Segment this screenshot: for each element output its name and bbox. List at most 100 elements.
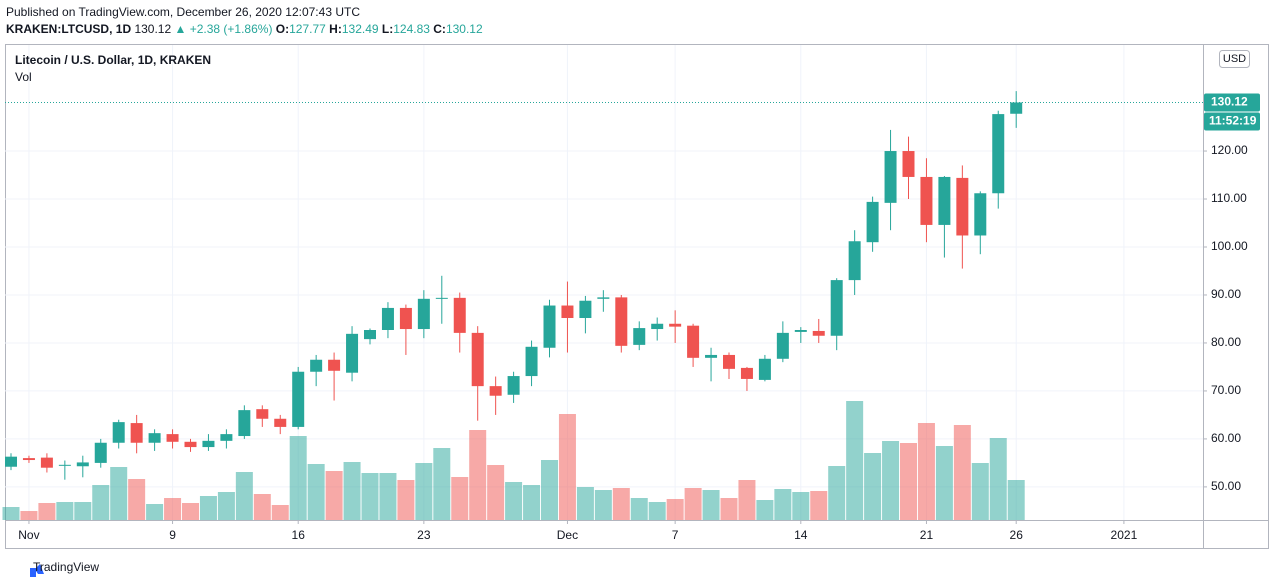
volume-bar	[917, 423, 935, 520]
candle-body	[399, 307, 412, 330]
volume-bar	[971, 463, 989, 520]
volume-bar	[1007, 480, 1025, 520]
x-tick-label: 21	[920, 528, 934, 542]
candle-body	[166, 434, 179, 442]
candle-body	[740, 367, 753, 379]
volume-bar	[792, 492, 810, 520]
candle-body	[435, 297, 448, 299]
symbol-line: KRAKEN:LTCUSD, 1D 130.12 ▲ +2.38 (+1.86%…	[6, 22, 483, 36]
close-value: 130.12	[445, 22, 483, 36]
volume-bar	[738, 480, 756, 520]
y-tick-label: 90.00	[1211, 287, 1241, 301]
candle-body	[94, 442, 107, 463]
candle-body	[669, 323, 682, 327]
currency-box[interactable]	[1219, 50, 1250, 68]
volume-bar	[684, 488, 702, 520]
volume-bar	[433, 448, 451, 520]
candle-body	[202, 440, 215, 448]
currency[interactable]: USD	[1223, 53, 1246, 65]
candle-body	[525, 346, 538, 377]
candle-body	[579, 300, 592, 319]
candle-body	[992, 114, 1005, 194]
candles	[5, 91, 1023, 480]
candle-body	[130, 423, 143, 443]
candle-body	[76, 462, 89, 467]
volume-bar	[128, 479, 146, 520]
volume-bar	[612, 488, 630, 520]
last-price-box	[1204, 93, 1260, 112]
volume-bar	[774, 489, 792, 520]
x-tick-label: Dec	[557, 528, 578, 542]
candle-body	[651, 323, 664, 330]
candle-body	[615, 297, 628, 346]
candle-body	[328, 359, 341, 371]
volume-bar	[325, 471, 343, 520]
volume-bar	[505, 482, 523, 520]
volume-bar	[397, 480, 415, 520]
candle-body	[723, 354, 735, 369]
candle-body	[148, 433, 161, 443]
volume-bar	[846, 401, 864, 520]
published-line: Published on TradingView.com, December 2…	[6, 5, 360, 19]
candle-body	[453, 297, 466, 333]
y-tick-label: 120.00	[1211, 143, 1248, 157]
candle-body	[633, 328, 646, 345]
symbol: KRAKEN:LTCUSD, 1D	[6, 22, 132, 36]
volume-bar	[630, 498, 648, 520]
volume-bar	[182, 503, 199, 520]
candle-body	[489, 386, 502, 396]
candle-body	[687, 325, 700, 358]
volume-bar	[900, 443, 917, 520]
volume-bar	[487, 465, 505, 520]
candle-body	[920, 176, 933, 225]
candle-body	[830, 280, 843, 336]
candle-body	[902, 151, 915, 177]
low-value: 124.83	[393, 22, 430, 36]
volume-bar	[882, 441, 900, 520]
candle-body	[58, 464, 71, 466]
volume-bar	[594, 490, 612, 520]
volume-bar	[289, 436, 307, 520]
volume-bar	[666, 499, 684, 520]
open-label: O:	[275, 22, 290, 36]
volume-bar	[989, 438, 1007, 520]
candle-body	[274, 418, 287, 427]
volume-bar	[164, 498, 182, 520]
x-tick-label: Nov	[18, 528, 39, 542]
close-label: C:	[433, 22, 446, 36]
candle-body	[794, 330, 807, 332]
last-price: 130.12	[134, 22, 172, 36]
volume-bar	[361, 473, 379, 520]
candle-body	[364, 330, 376, 340]
y-tick-label: 70.00	[1211, 383, 1241, 397]
chart-title: Litecoin / U.S. Dollar, 1D, KRAKEN	[15, 53, 211, 67]
volume-bar	[379, 473, 397, 520]
candle-body	[310, 359, 323, 372]
chart-frame	[5, 44, 1269, 549]
volume-bar	[720, 498, 738, 520]
countdown-box	[1204, 112, 1260, 131]
volume-bar	[953, 425, 971, 520]
high-value: 132.49	[341, 22, 379, 36]
volume-bar	[2, 507, 20, 520]
candle-body	[381, 307, 394, 330]
last-price-label: 130.12	[1211, 95, 1248, 109]
candle-body	[1010, 102, 1023, 114]
volume-bar	[864, 453, 882, 520]
candle-body	[5, 456, 17, 467]
candle-body	[256, 409, 269, 419]
volume-bar	[217, 492, 235, 520]
candle-body	[776, 332, 789, 359]
candle-body	[543, 305, 556, 348]
candle-body	[956, 177, 969, 236]
candle-body	[238, 410, 251, 437]
volume-bar	[756, 500, 774, 520]
volume-bar	[469, 430, 487, 520]
candle-body	[220, 434, 233, 441]
logo-icon	[20, 564, 44, 577]
candle-body	[346, 333, 359, 373]
y-tick-label: 80.00	[1211, 335, 1241, 349]
volume-bar	[343, 462, 361, 520]
